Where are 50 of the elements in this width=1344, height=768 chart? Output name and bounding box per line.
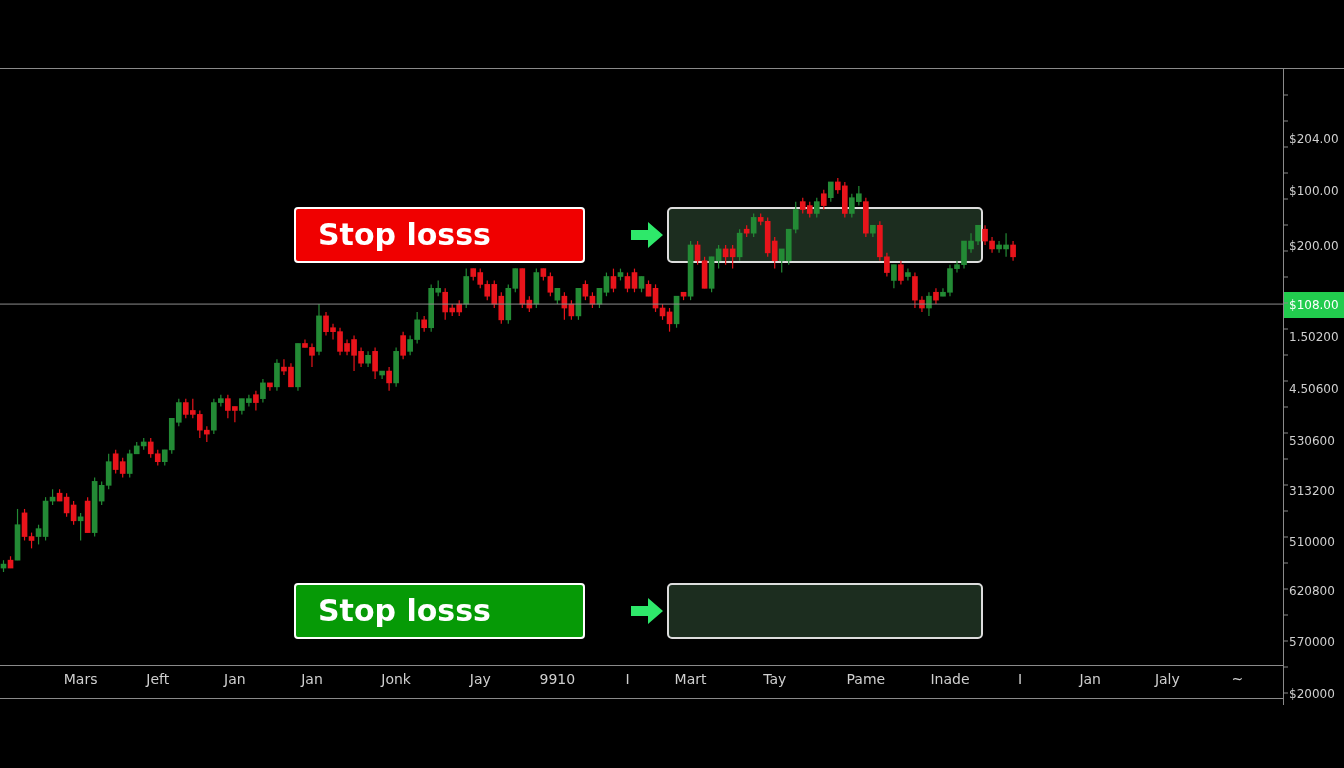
- x-tick-label: I: [1018, 671, 1023, 688]
- text: 313200: [1288, 484, 1336, 500]
- candlestick: [35, 524, 42, 546]
- label-box: Stop losss: [294, 207, 585, 263]
- candlestick: [820, 189, 827, 211]
- candlestick: [631, 268, 638, 293]
- x-tick-label: Jan: [300, 671, 323, 688]
- x-tick-label: Pame: [846, 671, 886, 688]
- candlestick: [982, 224, 988, 246]
- x-tick-label: I: [625, 671, 630, 688]
- candlestick: [1010, 240, 1016, 262]
- candlestick: [624, 271, 631, 293]
- candlestick: [898, 260, 904, 285]
- candlestick: [400, 331, 406, 360]
- candlestick: [547, 271, 554, 297]
- candlestick: [975, 224, 981, 246]
- x-tick-label: Jaly: [1153, 671, 1180, 688]
- x-tick-label: Tay: [762, 671, 787, 688]
- candlestick: [813, 197, 820, 218]
- candlestick: [582, 279, 589, 301]
- text: 530600: [1288, 434, 1336, 450]
- text: $204.00: [1288, 132, 1340, 148]
- text: 1.50200: [1288, 330, 1340, 346]
- x-tick-label: 9910: [539, 671, 576, 688]
- x-tick-label: Jan: [223, 671, 246, 688]
- text: 4.50600: [1288, 382, 1340, 398]
- candlestick: [603, 271, 610, 297]
- text: 620800: [1288, 584, 1336, 600]
- x-tick-label: Mart: [674, 671, 708, 688]
- candlestick: [253, 390, 259, 412]
- candlestick: [372, 346, 378, 380]
- candlestick: [750, 212, 757, 238]
- label-box: Stop losss: [294, 583, 585, 639]
- text: $108.00: [1284, 292, 1344, 318]
- x-tick-label: Jay: [468, 671, 491, 688]
- x-tick-label: Jonk: [380, 671, 412, 688]
- x-tick-label: Jan: [1078, 671, 1101, 688]
- candlestick: [610, 268, 617, 293]
- x-tick-label: Jeft: [145, 671, 170, 688]
- candlestick: [891, 264, 897, 289]
- text: $200.00: [1288, 239, 1340, 255]
- candlestick: [386, 366, 392, 392]
- x-tick-label: Inade: [930, 671, 970, 688]
- x-tick-label: ~: [1231, 671, 1244, 688]
- candlestick: [260, 378, 266, 404]
- text: $100.00: [1288, 184, 1340, 200]
- text: 510000: [1288, 535, 1336, 551]
- text: $20000: [1288, 687, 1336, 703]
- x-tick-label: Mars: [63, 671, 98, 688]
- text: 570000: [1288, 635, 1336, 651]
